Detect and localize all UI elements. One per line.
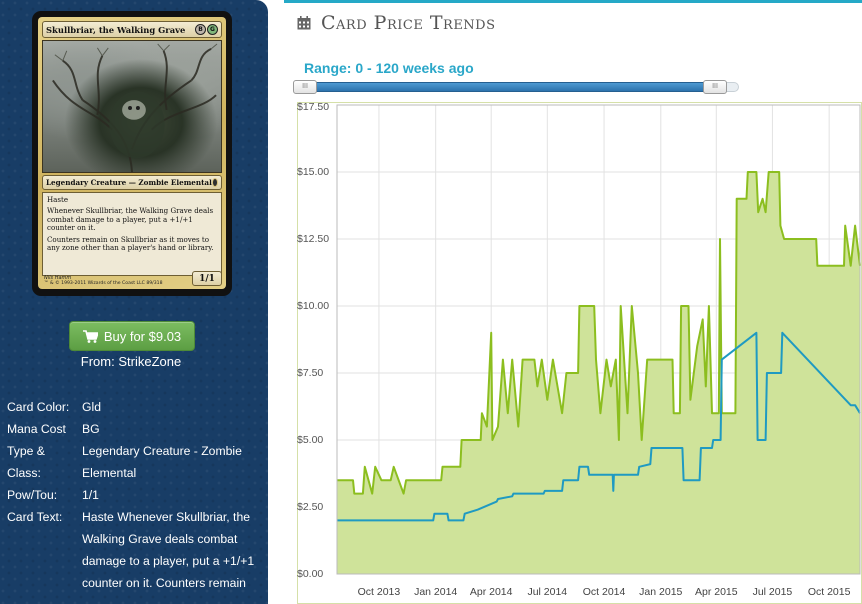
card-details: Card Color: Gld Mana Cost BG Type & Clas… xyxy=(7,396,265,594)
x-tick-label: Jan 2014 xyxy=(414,586,458,598)
calendar-icon xyxy=(297,16,311,30)
detail-value: Gld xyxy=(82,400,101,414)
detail-value: Legendary Creature - Zombie Elemental xyxy=(82,444,242,480)
detail-value: 1/1 xyxy=(82,488,99,502)
x-tick-label: Apr 2015 xyxy=(694,586,738,598)
x-tick-label: Jul 2014 xyxy=(527,586,568,598)
detail-value: BG xyxy=(82,422,100,436)
y-tick-label: $17.50 xyxy=(297,101,330,113)
x-tick-label: Apr 2014 xyxy=(469,586,513,598)
price-chart: $0.00 $2.50 $5.00 $7.50 $10.00 $12.50 $15.00 $1… xyxy=(297,101,862,604)
detail-label: Type & Class: xyxy=(7,444,45,480)
x-tick-label: Oct 2015 xyxy=(807,586,851,598)
buy-button[interactable]: Buy for $9.03 xyxy=(69,321,195,351)
card-rules-text: Haste Whenever Skullbriar, the Walking G… xyxy=(42,192,222,276)
y-tick-label: $7.50 xyxy=(297,367,324,379)
detail-row-pow-tou: Pow/Tou: 1/1 xyxy=(7,484,265,506)
card-credits: Nils Hamm ™ & © 1993-2011 Wizards of the… xyxy=(44,275,163,286)
card-title-bar: Skullbriar, the Walking Grave B G xyxy=(42,21,222,38)
shopping-cart-icon xyxy=(82,329,98,343)
y-tick-label: $2.50 xyxy=(297,501,324,513)
price-trends-panel: Card Price Trends Range: 0 - 120 weeks a… xyxy=(284,0,862,604)
y-tick-label: $5.00 xyxy=(297,434,324,446)
detail-value: Haste Whenever Skullbriar, the Walking G… xyxy=(82,510,255,590)
detail-label: Card Color: xyxy=(7,400,70,414)
x-tick-label: Oct 2013 xyxy=(357,586,401,598)
accent-rule xyxy=(284,0,862,3)
zombie-tree-illustration-icon xyxy=(52,43,218,172)
detail-row-color: Card Color: Gld xyxy=(7,396,265,418)
green-mana-icon: G xyxy=(207,24,218,35)
x-tick-label: Oct 2014 xyxy=(582,586,626,598)
card-image: Skullbriar, the Walking Grave B G xyxy=(32,11,232,296)
rules-line: Haste xyxy=(47,195,69,204)
seller-name: From: StrikeZone xyxy=(80,354,182,369)
rules-line: Counters remain on Skullbriar as it move… xyxy=(47,234,214,253)
y-tick-label: $10.00 xyxy=(297,300,330,312)
detail-label: Card Text: xyxy=(7,510,63,524)
buy-button-label: Buy for $9.03 xyxy=(103,328,182,344)
card-artist: Nils Hamm xyxy=(44,275,72,281)
detail-row-type: Type & Class: Legendary Creature - Zombi… xyxy=(7,440,265,484)
price-chart-svg xyxy=(297,102,862,604)
slider-handle-start[interactable]: III xyxy=(293,80,317,94)
card-info-panel: Skullbriar, the Walking Grave B G xyxy=(0,0,268,604)
x-tick-label: Jul 2015 xyxy=(752,586,793,598)
card-artwork xyxy=(42,40,222,173)
mana-symbols: B G xyxy=(195,24,218,35)
card-frame: Skullbriar, the Walking Grave B G xyxy=(38,17,226,289)
y-tick-label: $12.50 xyxy=(297,233,330,245)
slider-handle-end[interactable]: III xyxy=(703,80,727,94)
card-type-line: Legendary Creature — Zombie Elemental xyxy=(46,178,212,187)
card-power-toughness: 1/1 xyxy=(192,271,222,286)
series-line-1 xyxy=(337,331,861,522)
card-copyright: ™ & © 1993-2011 Wizards of the Coast LLC… xyxy=(44,281,163,286)
detail-row-mana-cost: Mana Cost BG xyxy=(7,418,265,440)
detail-row-card-text: Card Text: Haste Whenever Skullbriar, th… xyxy=(7,506,265,594)
section-header: Card Price Trends xyxy=(297,11,496,35)
y-tick-label: $15.00 xyxy=(297,166,330,178)
range-label: Range: 0 - 120 weeks ago xyxy=(304,60,474,76)
black-mana-icon: B xyxy=(195,24,206,35)
range-slider[interactable]: III III xyxy=(293,80,739,94)
series-area-0 xyxy=(337,172,860,574)
set-symbol-icon xyxy=(211,178,218,187)
section-title: Card Price Trends xyxy=(321,12,496,34)
series-line-0 xyxy=(337,171,861,495)
card-name: Skullbriar, the Walking Grave xyxy=(46,24,186,35)
plot-border xyxy=(336,104,861,575)
x-tick-label: Jan 2015 xyxy=(639,586,683,598)
card-type-bar: Legendary Creature — Zombie Elemental xyxy=(42,175,222,190)
rules-line: Whenever Skullbriar, the Walking Grave d… xyxy=(47,206,214,233)
y-tick-label: $0.00 xyxy=(297,568,324,580)
slider-selected-range xyxy=(305,82,715,92)
detail-label: Mana Cost xyxy=(7,422,66,436)
detail-label: Pow/Tou: xyxy=(7,488,58,502)
